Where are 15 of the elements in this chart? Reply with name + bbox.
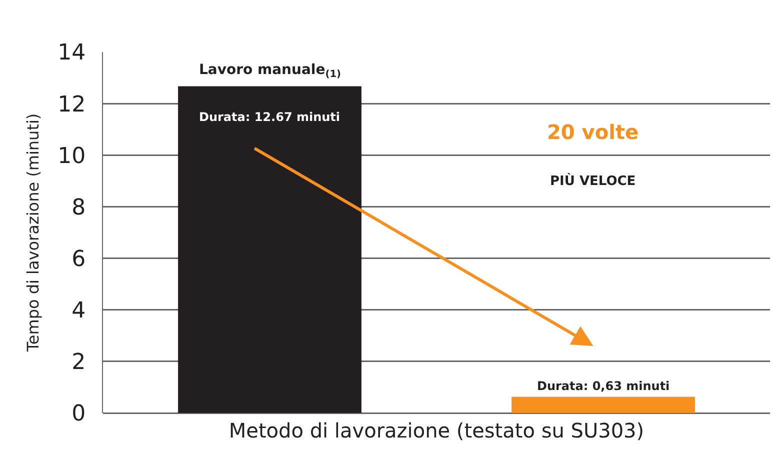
- y-tick-label: 12: [58, 92, 86, 118]
- annotation: PIÙ VELOCE: [550, 172, 636, 189]
- y-tick-label: 6: [72, 246, 86, 272]
- y-tick-label: 10: [58, 144, 86, 169]
- y-axis-title: Tempo di lavorazione (minuti): [24, 113, 42, 353]
- y-tick-label: 0: [72, 402, 86, 427]
- annotation: 20 volte: [547, 120, 639, 144]
- y-tick-label: 14: [58, 40, 86, 66]
- data-label: Durata: 0,63 minuti: [537, 379, 670, 393]
- y-tick-label: 4: [72, 298, 86, 324]
- data-label: Durata: 12.67 minuti: [199, 110, 340, 124]
- y-tick-label: 2: [72, 350, 86, 376]
- x-tick-label: Lavoro manuale$_{(1)}$: [199, 62, 341, 80]
- y-tick-label: 8: [72, 195, 86, 220]
- x-axis-title: Metodo di lavorazione (testato su SU303): [228, 418, 644, 442]
